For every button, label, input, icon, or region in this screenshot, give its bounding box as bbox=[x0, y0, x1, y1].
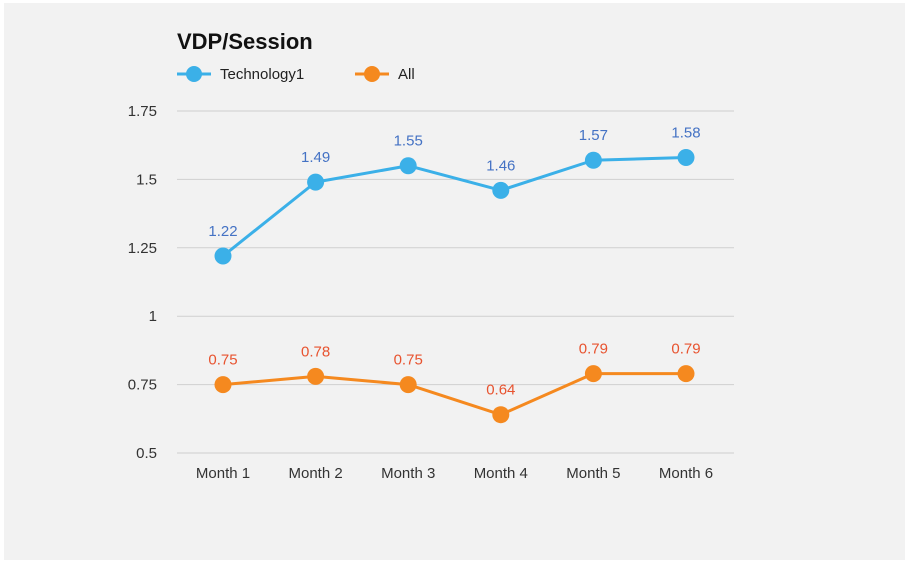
data-point bbox=[584, 151, 602, 169]
data-label: 1.22 bbox=[208, 223, 237, 240]
x-axis: Month 1 Month 2 Month 3 Month 4 Month 5 Month… bbox=[196, 465, 713, 482]
data-point bbox=[677, 365, 695, 383]
x-tick-label: Month 2 bbox=[288, 465, 342, 482]
data-point bbox=[584, 365, 602, 383]
x-tick-label: Month 1 bbox=[196, 465, 250, 482]
y-tick-label: 0.75 bbox=[128, 377, 157, 394]
y-tick-label: 1.75 bbox=[128, 103, 157, 120]
data-point bbox=[307, 173, 325, 191]
x-tick-label: Month 3 bbox=[381, 465, 435, 482]
series-lines: 1.22 1.49 1.55 1.46 1.57 1.58 0.75 0.78 0.75 0.64… bbox=[208, 125, 701, 424]
gridlines bbox=[177, 110, 734, 454]
data-point bbox=[214, 247, 232, 265]
data-label: 1.49 bbox=[301, 149, 330, 166]
data-label: 1.57 bbox=[579, 127, 608, 144]
chart-frame bbox=[4, 3, 905, 560]
data-point bbox=[214, 376, 232, 394]
data-point bbox=[399, 157, 417, 175]
data-point bbox=[677, 149, 695, 167]
y-tick-label: 1 bbox=[149, 308, 157, 325]
x-tick-label: Month 6 bbox=[659, 465, 713, 482]
data-label: 0.78 bbox=[301, 343, 330, 360]
y-tick-label: 1.25 bbox=[128, 240, 157, 257]
y-axis: 1.75 1.5 1.25 1 0.75 0.5 bbox=[128, 103, 157, 462]
x-tick-label: Month 4 bbox=[474, 465, 528, 482]
data-label: 0.79 bbox=[579, 341, 608, 358]
x-tick-label: Month 5 bbox=[566, 465, 620, 482]
data-label: 1.58 bbox=[671, 125, 700, 142]
y-tick-label: 0.5 bbox=[136, 445, 157, 462]
data-label: 0.79 bbox=[671, 341, 700, 358]
data-label: 0.64 bbox=[486, 382, 515, 399]
legend-label: All bbox=[398, 66, 415, 83]
legend: Technology1 All bbox=[177, 66, 415, 83]
chart-title: VDP/Session bbox=[177, 29, 313, 54]
legend-marker bbox=[364, 66, 380, 82]
data-label: 0.75 bbox=[394, 352, 423, 369]
data-point bbox=[399, 376, 417, 394]
data-point bbox=[492, 406, 510, 424]
legend-marker bbox=[186, 66, 202, 82]
legend-label: Technology1 bbox=[220, 66, 304, 83]
data-point bbox=[307, 367, 325, 385]
data-label: 0.75 bbox=[208, 352, 237, 369]
series-line-all bbox=[222, 372, 686, 417]
y-tick-label: 1.5 bbox=[136, 171, 157, 188]
series-line-technology1 bbox=[222, 156, 687, 258]
data-point bbox=[492, 181, 510, 199]
data-label: 1.55 bbox=[394, 133, 423, 150]
data-label: 1.46 bbox=[486, 157, 515, 174]
